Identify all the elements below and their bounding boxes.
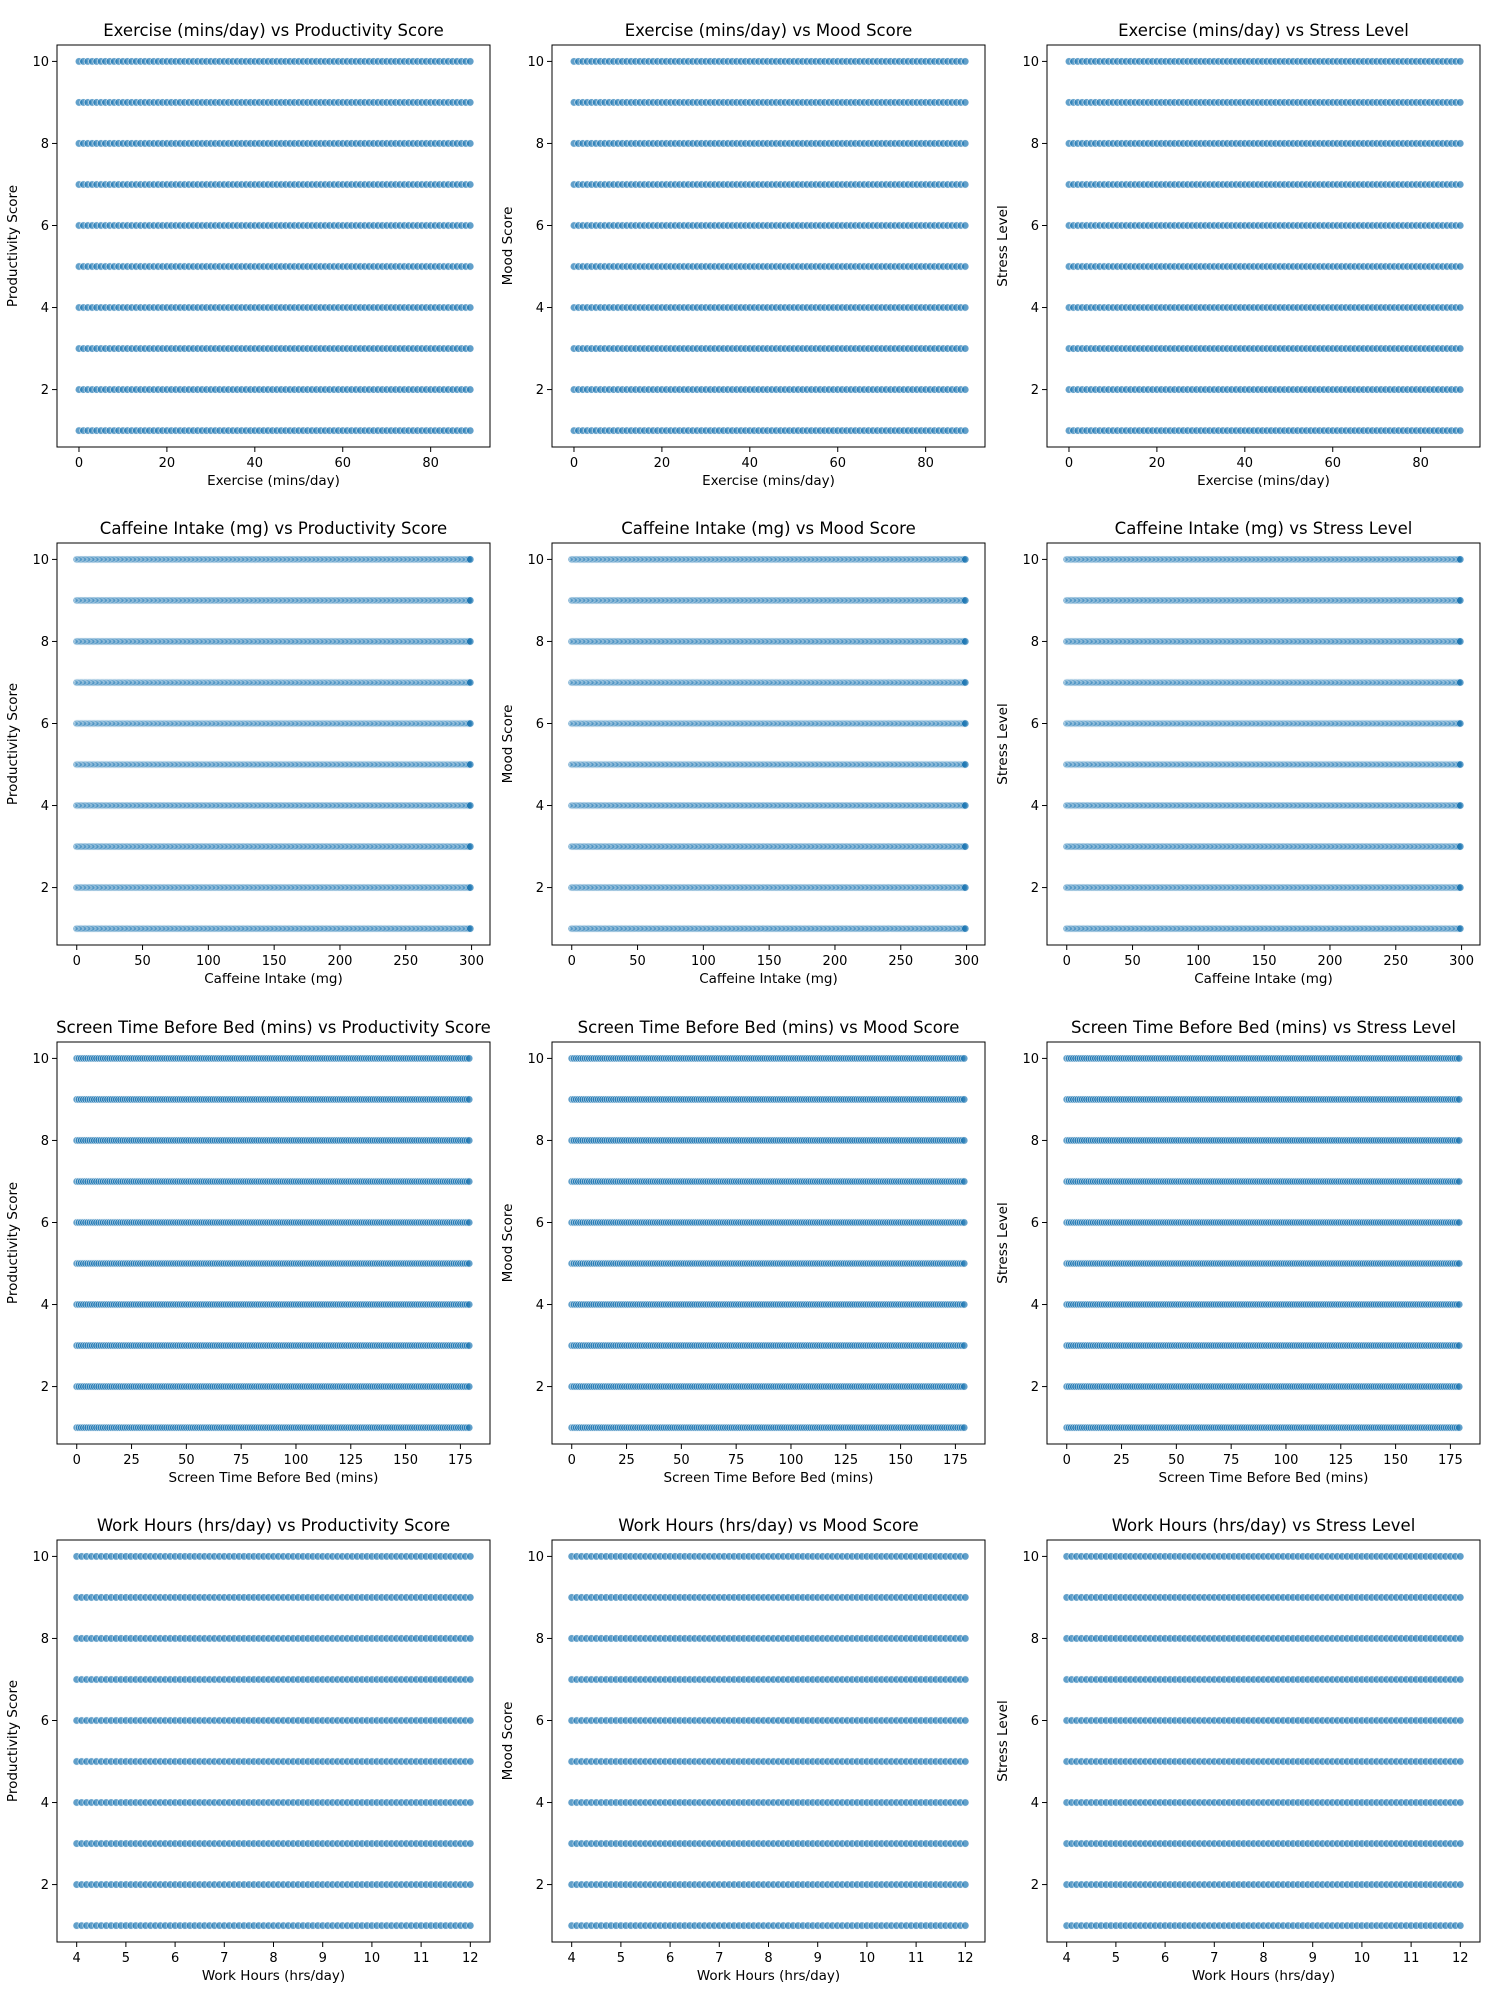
y-tick-label: 8	[536, 137, 544, 152]
point-series	[569, 57, 970, 435]
data-point	[466, 303, 475, 312]
data-point	[1456, 98, 1465, 107]
point-series	[72, 555, 475, 933]
point-series	[1064, 57, 1465, 435]
x-tick-label: 60	[1324, 456, 1341, 471]
data-point	[466, 98, 475, 107]
data-point	[1456, 385, 1465, 394]
data-point	[961, 426, 970, 435]
point-series	[74, 57, 475, 435]
y-tick-label: 4	[1031, 301, 1039, 316]
data-point	[1456, 344, 1465, 353]
x-tick-label: 60	[829, 456, 846, 471]
data-point	[961, 303, 970, 312]
data-point	[961, 344, 970, 353]
x-axis-label: Exercise (mins/day)	[702, 473, 835, 489]
y-tick-label: 2	[41, 383, 49, 398]
subplot-title: Exercise (mins/day) vs Productivity Scor…	[103, 21, 444, 40]
x-tick-label: 60	[334, 456, 351, 471]
data-point	[961, 98, 970, 107]
subplot-3: Exercise (mins/day) vs Stress Level 0 20 40…	[995, 21, 1481, 489]
data-point	[466, 344, 475, 353]
data-point	[466, 385, 475, 394]
data-point	[1456, 426, 1465, 435]
y-axis-label: Stress Level	[995, 205, 1011, 286]
data-point	[961, 57, 970, 66]
y-tick-label: 8	[41, 137, 49, 152]
data-point	[466, 801, 475, 810]
y-tick-label: 6	[1031, 219, 1039, 234]
x-axis-label: Exercise (mins/day)	[1197, 473, 1330, 489]
data-point	[466, 426, 475, 435]
data-point	[961, 385, 970, 394]
subplot-1: Exercise (mins/day) vs Productivity Scor…	[5, 21, 491, 489]
y-tick-label: 6	[41, 219, 49, 234]
y-axis-label: Mood Score	[500, 207, 516, 286]
data-point	[466, 139, 475, 148]
data-point	[466, 842, 475, 851]
data-point	[466, 180, 475, 189]
y-tick-label: 4	[536, 301, 544, 316]
subplot-title: Caffeine Intake (mg) vs Productivity Sco…	[100, 519, 447, 538]
data-point	[1456, 180, 1465, 189]
x-tick-label: 40	[742, 456, 759, 471]
data-point	[1456, 303, 1465, 312]
x-tick-label: 0	[75, 456, 83, 471]
x-tick-label: 80	[422, 456, 439, 471]
x-axis-label: Exercise (mins/day)	[207, 473, 340, 489]
x-tick-label: 80	[1412, 456, 1429, 471]
subplot-title: Exercise (mins/day) vs Stress Level	[1118, 21, 1409, 40]
data-point	[961, 262, 970, 271]
data-point	[466, 883, 475, 892]
x-tick-label: 40	[247, 456, 264, 471]
data-point	[466, 57, 475, 66]
y-tick-label: 2	[536, 383, 544, 398]
data-point	[961, 221, 970, 230]
data-point	[1456, 139, 1465, 148]
y-tick-label: 10	[527, 55, 544, 70]
y-tick-label: 10	[1022, 55, 1039, 70]
x-tick-label: 80	[917, 456, 934, 471]
data-point	[466, 678, 475, 687]
y-axis-label: Productivity Score	[5, 185, 21, 307]
y-tick-label: 8	[1031, 137, 1039, 152]
y-tick-label: 4	[41, 301, 49, 316]
data-point	[961, 139, 970, 148]
x-tick-label: 0	[570, 456, 578, 471]
data-point	[1456, 262, 1465, 271]
x-tick-label: 20	[654, 456, 671, 471]
subplot-2: Exercise (mins/day) vs Mood Score 0 20 40 60…	[500, 21, 986, 489]
x-tick-label: 40	[1237, 456, 1254, 471]
data-point	[466, 760, 475, 769]
x-tick-label: 20	[1149, 456, 1166, 471]
y-tick-label: 10	[32, 55, 49, 70]
y-tick-label: 6	[536, 219, 544, 234]
data-point	[466, 719, 475, 728]
data-point	[1456, 57, 1465, 66]
x-tick-label: 20	[159, 456, 176, 471]
subplot-4: Caffeine Intake (mg) vs Productivity Sco…	[5, 519, 491, 987]
data-point	[1456, 221, 1465, 230]
data-point	[466, 924, 475, 933]
data-point	[961, 180, 970, 189]
x-tick-label: 0	[1065, 456, 1073, 471]
y-tick-label: 2	[1031, 383, 1039, 398]
subplot-title: Exercise (mins/day) vs Mood Score	[625, 21, 913, 40]
data-point	[466, 221, 475, 230]
data-point	[466, 262, 475, 271]
